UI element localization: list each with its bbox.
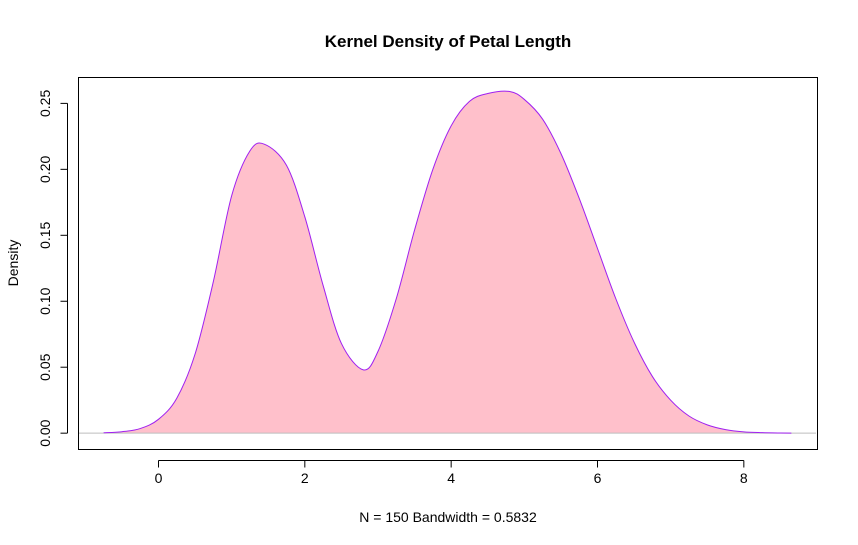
density-line: [103, 90, 792, 434]
x-tick-label: 4: [447, 470, 455, 486]
y-axis: 0.00 0.05 0.10 0.15 0.20 0.25: [37, 90, 68, 447]
x-tick-label: 8: [740, 470, 748, 486]
y-tick-label: 0.25: [37, 90, 53, 117]
y-tick-label: 0.15: [37, 221, 53, 248]
x-tick-label: 0: [155, 470, 163, 486]
y-tick-label: 0.10: [37, 287, 53, 314]
y-tick-label: 0.20: [37, 156, 53, 183]
density-area: [103, 91, 792, 434]
x-axis-label: N = 150 Bandwidth = 0.5832: [359, 509, 537, 525]
x-tick-label: 6: [594, 470, 602, 486]
plot-frame: [78, 77, 818, 450]
x-tick-label: 2: [301, 470, 309, 486]
y-axis-label: Density: [5, 240, 21, 287]
x-axis: 0 2 4 6 8: [155, 460, 748, 486]
y-tick-label: 0.05: [37, 353, 53, 380]
y-tick-label: 0.00: [37, 419, 53, 446]
chart-title: Kernel Density of Petal Length: [325, 32, 572, 51]
